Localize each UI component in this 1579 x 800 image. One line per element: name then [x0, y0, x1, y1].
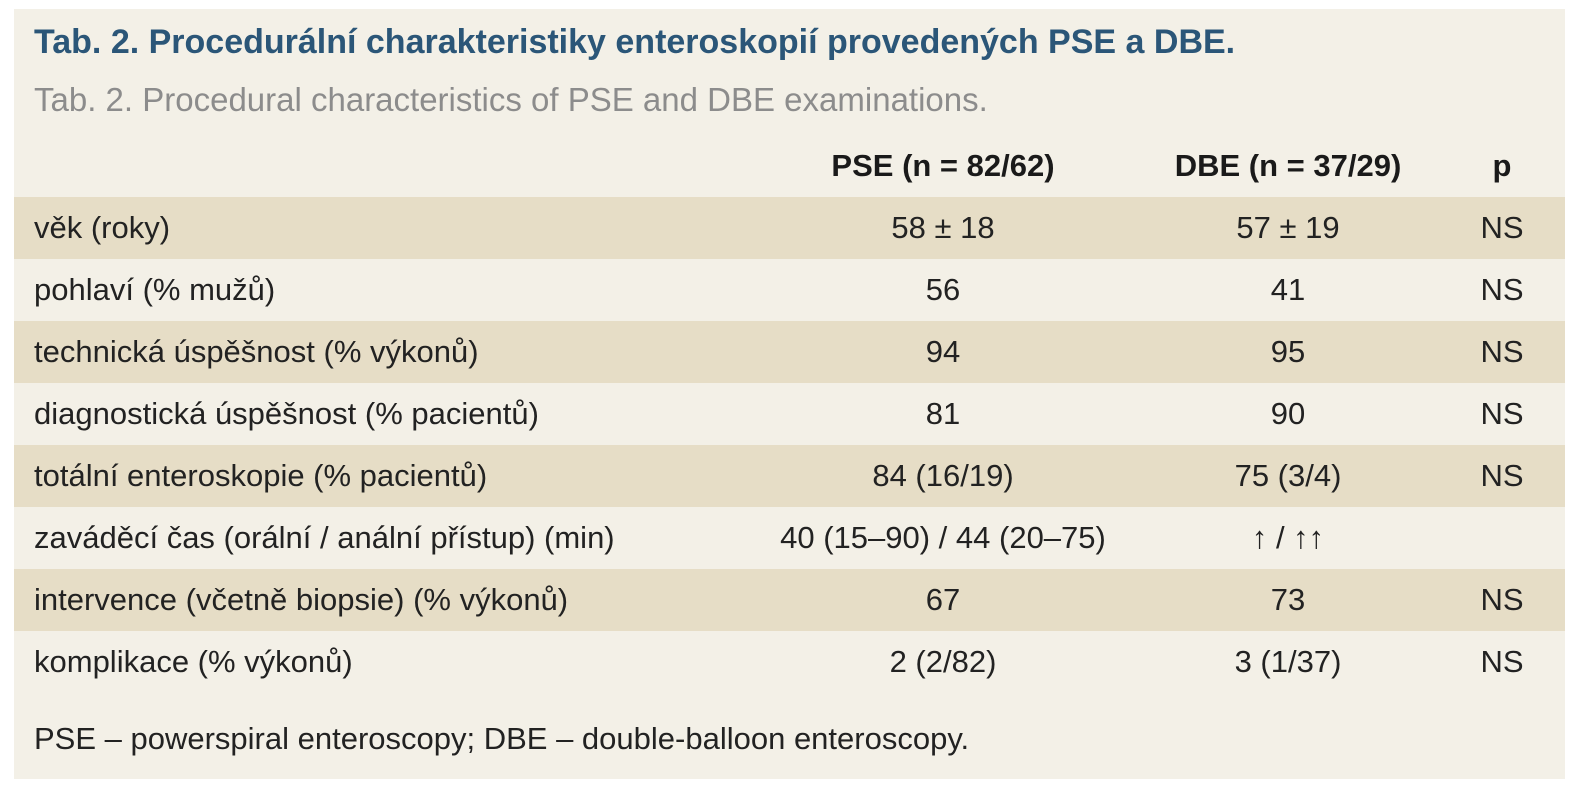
- pse-value: 94: [749, 321, 1137, 383]
- table-row: technická úspěšnost (% výkonů) 94 95 NS: [14, 321, 1565, 383]
- dbe-value: 73: [1137, 569, 1439, 631]
- row-label: věk (roky): [14, 197, 749, 259]
- header-cell-dbe: DBE (n = 37/29): [1174, 148, 1402, 183]
- table-subtitle: Tab. 2. Procedural characteristics of PS…: [34, 81, 988, 118]
- dbe-value: 57 ± 19: [1137, 197, 1439, 259]
- pse-value: 58 ± 18: [749, 197, 1137, 259]
- dbe-value: 95: [1137, 321, 1439, 383]
- row-label: zaváděcí čas (orální / anální přístup) (…: [34, 520, 615, 555]
- row-label: pohlaví (% mužů): [34, 272, 276, 307]
- pse-value: 40 (15–90) / 44 (20–75): [780, 520, 1106, 555]
- row-label: totální enteroskopie (% pacientů): [14, 445, 749, 507]
- table-row: pohlaví (% mužů) 56 41 NS: [14, 259, 1565, 321]
- table-panel: Tab. 2. Procedurální charakteristiky ent…: [14, 9, 1565, 779]
- dbe-value: 75 (3/4): [1137, 445, 1439, 507]
- p-value: NS: [1439, 321, 1565, 383]
- p-value: NS: [1480, 396, 1524, 431]
- dbe-value: ↑ / ↑↑: [1251, 520, 1325, 555]
- header-cell-p: p: [1492, 148, 1512, 183]
- p-value: NS: [1439, 445, 1565, 507]
- dbe-value: 41: [1270, 272, 1306, 307]
- table-row: komplikace (% výkonů) 2 (2/82) 3 (1/37) …: [14, 631, 1565, 693]
- pse-value: 84 (16/19): [749, 445, 1137, 507]
- header-cell-parameter: [14, 135, 749, 197]
- row-label: komplikace (% výkonů): [34, 644, 353, 679]
- table-title: Tab. 2. Procedurální charakteristiky ent…: [34, 23, 1236, 61]
- pse-value: 67: [749, 569, 1137, 631]
- data-table: PSE (n = 82/62) DBE (n = 37/29) p věk (r…: [14, 135, 1565, 693]
- row-label: technická úspěšnost (% výkonů): [14, 321, 749, 383]
- header-row: PSE (n = 82/62) DBE (n = 37/29) p: [14, 135, 1565, 197]
- p-value: NS: [1480, 644, 1524, 679]
- row-label: diagnostická úspěšnost (% pacientů): [34, 396, 539, 431]
- table-row: intervence (včetně biopsie) (% výkonů) 6…: [14, 569, 1565, 631]
- table-row: totální enteroskopie (% pacientů) 84 (16…: [14, 445, 1565, 507]
- table-row: zaváděcí čas (orální / anální přístup) (…: [14, 507, 1565, 569]
- p-value: [1439, 507, 1565, 569]
- header-cell-pse: PSE (n = 82/62): [831, 148, 1055, 183]
- table-footnote: PSE – powerspiral enteroscopy; DBE – dou…: [34, 721, 970, 756]
- p-value: NS: [1439, 197, 1565, 259]
- dbe-value: 90: [1270, 396, 1306, 431]
- pse-value: 81: [925, 396, 961, 431]
- row-label: intervence (včetně biopsie) (% výkonů): [14, 569, 749, 631]
- table-row: věk (roky) 58 ± 18 57 ± 19 NS: [14, 197, 1565, 259]
- pse-value: 2 (2/82): [889, 644, 997, 679]
- p-value: NS: [1480, 272, 1524, 307]
- p-value: NS: [1439, 569, 1565, 631]
- pse-value: 56: [925, 272, 961, 307]
- table-row: diagnostická úspěšnost (% pacientů) 81 9…: [14, 383, 1565, 445]
- dbe-value: 3 (1/37): [1234, 644, 1342, 679]
